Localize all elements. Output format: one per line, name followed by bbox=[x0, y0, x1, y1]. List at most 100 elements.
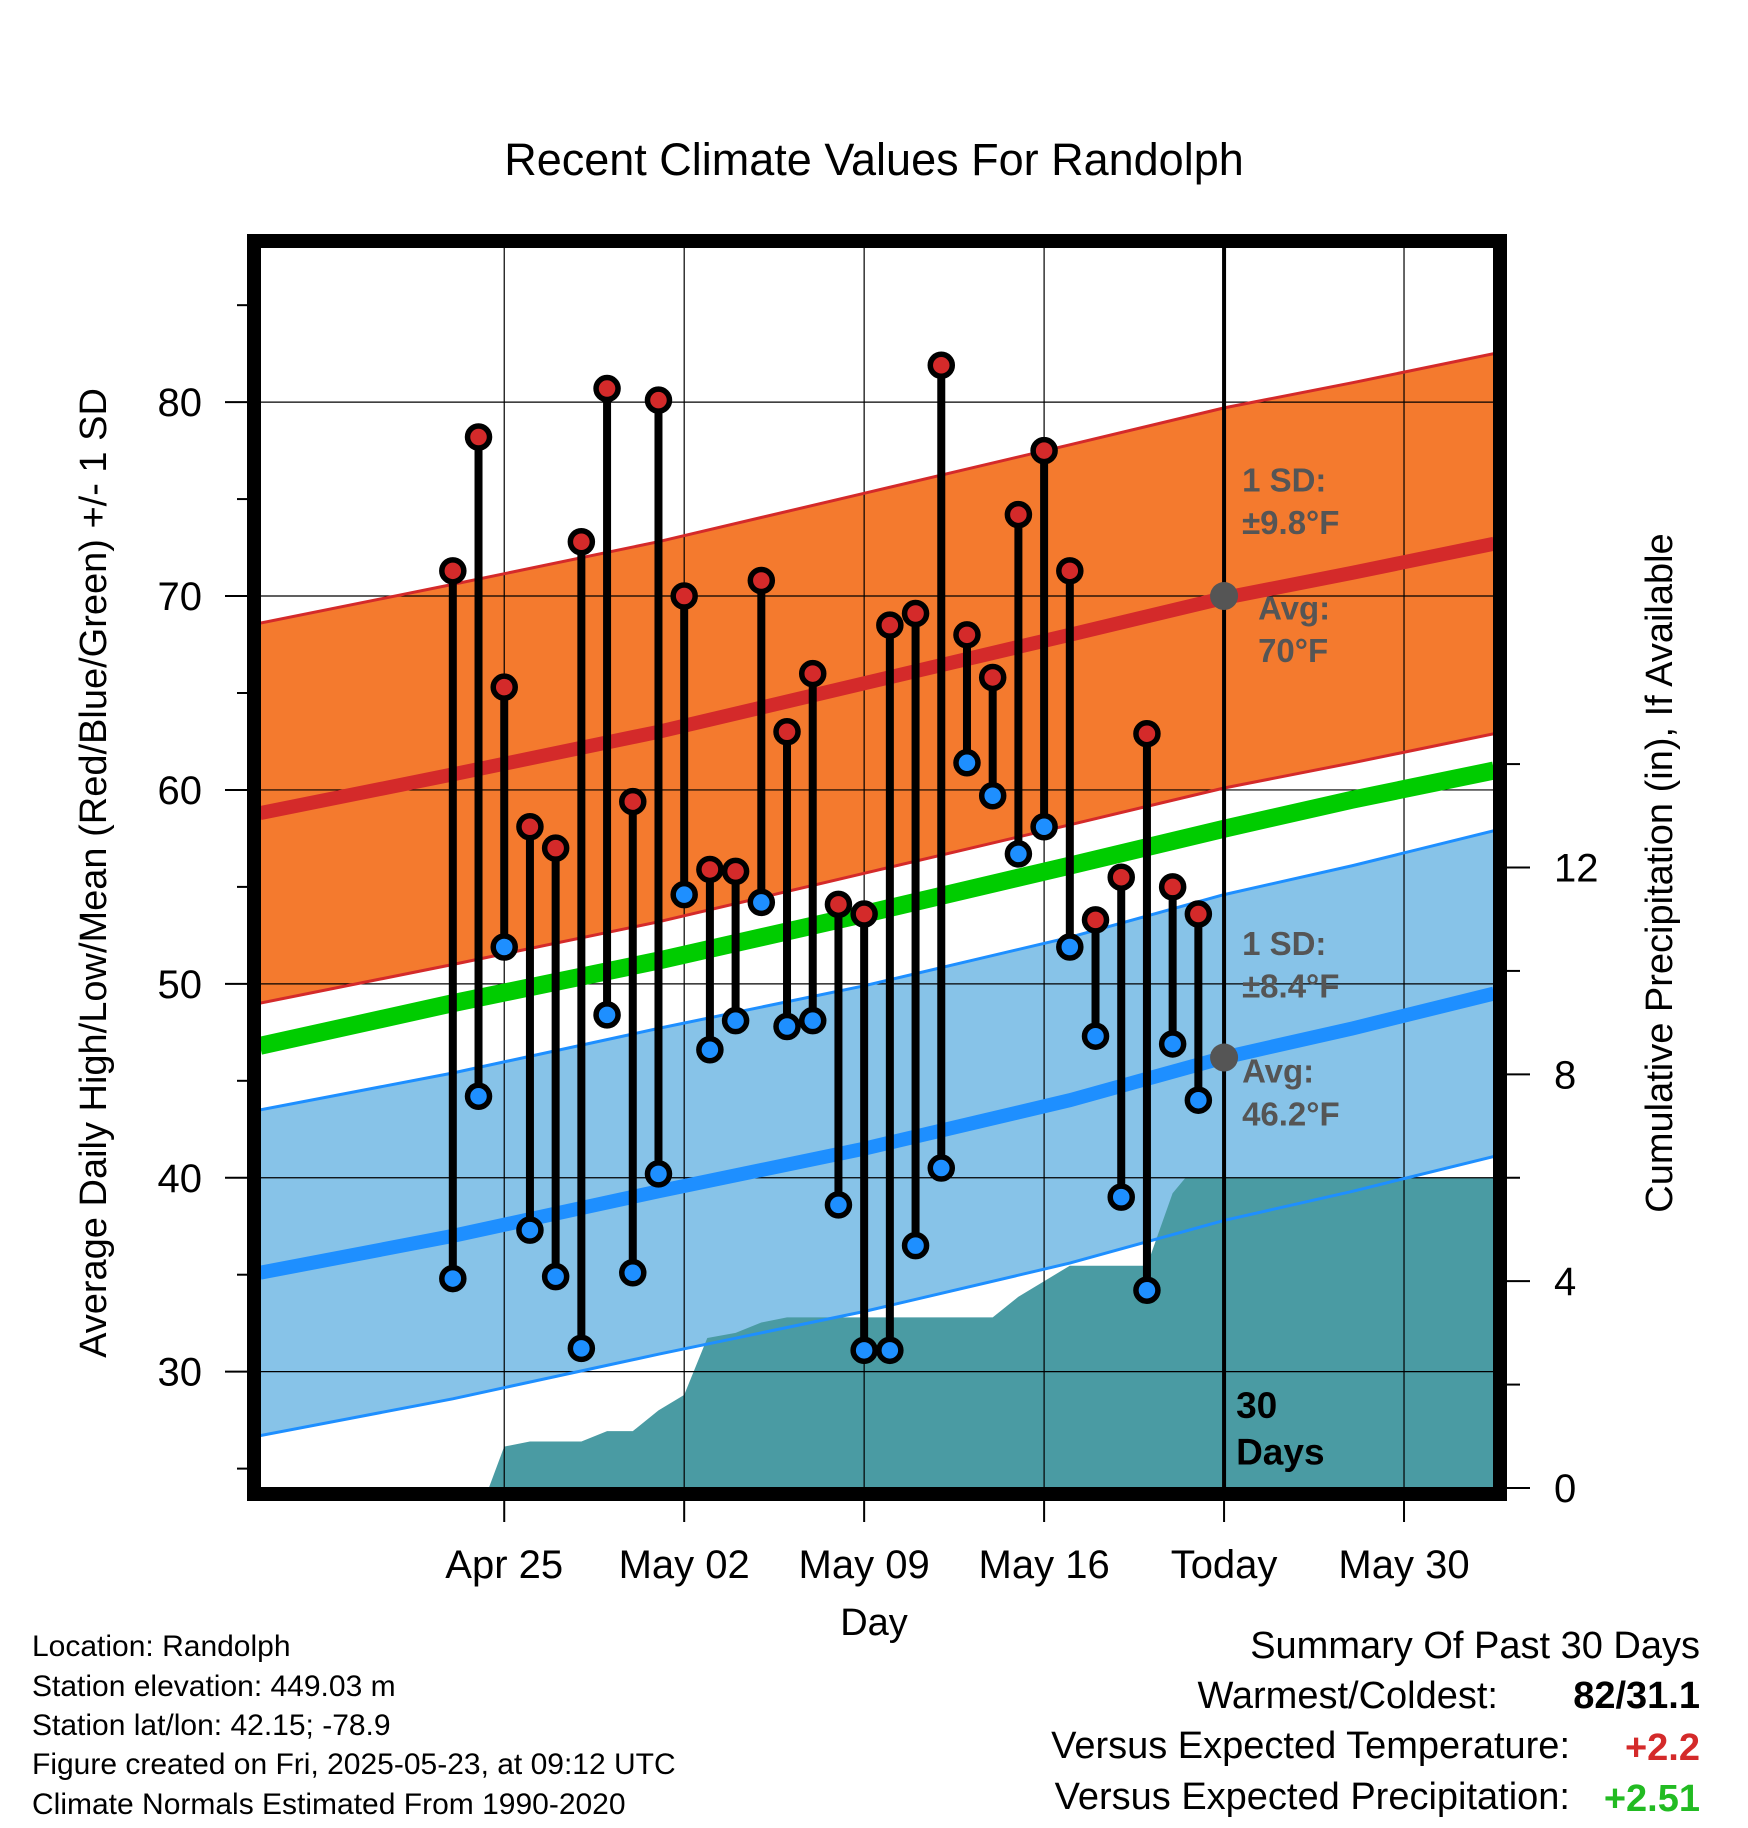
summary-temp-value: +2.2 bbox=[1625, 1727, 1700, 1769]
daily-high-point bbox=[721, 857, 750, 886]
low-avg-label: Avg: bbox=[1242, 1053, 1314, 1090]
summary-heading: Summary Of Past 30 Days bbox=[1250, 1625, 1700, 1667]
daily-low-point bbox=[644, 1160, 673, 1188]
daily-low-point bbox=[1081, 1022, 1110, 1050]
daily-low-point bbox=[593, 1001, 621, 1029]
high-avg-value: 70°F bbox=[1258, 632, 1328, 669]
daily-low-point bbox=[953, 749, 981, 777]
high-sd-value: ±9.8°F bbox=[1242, 504, 1339, 541]
y2-tick-label: 4 bbox=[1554, 1260, 1576, 1304]
station-info: Location: Randolph Station elevation: 44… bbox=[32, 1630, 676, 1821]
daily-high-point bbox=[464, 423, 493, 451]
days-count-unit: Days bbox=[1236, 1432, 1324, 1473]
daily-high-point bbox=[593, 374, 621, 403]
low-sd-label: 1 SD: bbox=[1242, 925, 1326, 962]
daily-high-point bbox=[1184, 900, 1213, 928]
y2-tick-label: 0 bbox=[1554, 1467, 1576, 1511]
y-tick-label: 30 bbox=[158, 1351, 203, 1395]
daily-high-point bbox=[747, 566, 776, 595]
daily-high-point bbox=[824, 890, 853, 919]
daily-low-point bbox=[696, 1036, 724, 1064]
daily-low-point bbox=[978, 782, 1007, 810]
daily-high-point bbox=[978, 663, 1007, 692]
daily-high-point bbox=[850, 900, 878, 928]
y-tick-label: 40 bbox=[158, 1157, 203, 1201]
y-axis-label: Average Daily High/Low/Mean (Red/Blue/Gr… bbox=[73, 388, 115, 1358]
low-avg-marker bbox=[1210, 1043, 1239, 1072]
plot-interior bbox=[260, 247, 1494, 1488]
daily-high-point bbox=[1081, 906, 1110, 934]
y-tick-label: 50 bbox=[158, 963, 203, 1007]
daily-low-point bbox=[798, 1006, 827, 1035]
daily-high-point bbox=[1004, 500, 1033, 529]
normal-mean-line bbox=[260, 761, 1494, 1055]
daily-high-point bbox=[567, 527, 596, 556]
daily-low-point bbox=[850, 1336, 878, 1365]
summary-precip-value: +2.51 bbox=[1604, 1778, 1700, 1820]
info-normals: Climate Normals Estimated From 1990-2020 bbox=[32, 1788, 626, 1821]
daily-low-point bbox=[1184, 1086, 1213, 1114]
x-tick-label: May 16 bbox=[979, 1543, 1110, 1587]
y-tick-label: 60 bbox=[158, 769, 203, 813]
daily-high-point bbox=[644, 386, 673, 414]
high-sd-label: 1 SD: bbox=[1242, 461, 1326, 498]
daily-high-point bbox=[696, 855, 724, 884]
daily-high-point bbox=[901, 599, 930, 628]
daily-low-point bbox=[927, 1154, 956, 1182]
daily-low-point bbox=[1133, 1276, 1161, 1304]
low-sd-upper-edge bbox=[260, 829, 1494, 1112]
daily-high-point bbox=[876, 611, 904, 639]
daily-high-point bbox=[541, 834, 570, 862]
low-avg-value: 46.2°F bbox=[1242, 1095, 1340, 1132]
y2-tick-label: 8 bbox=[1554, 1053, 1576, 1097]
daily-high-point bbox=[927, 351, 956, 380]
daily-low-point bbox=[876, 1336, 904, 1365]
high-sd-lower-edge bbox=[260, 732, 1494, 1005]
normal-low-line bbox=[260, 986, 1494, 1280]
daily-high-point bbox=[1107, 863, 1135, 891]
daily-high-point bbox=[798, 659, 827, 688]
daily-high-point bbox=[773, 718, 801, 746]
x-tick-label: Today bbox=[1171, 1543, 1278, 1587]
daily-low-point bbox=[619, 1259, 647, 1287]
daily-low-point bbox=[567, 1334, 596, 1363]
y2-axis-label: Cumulative Precipitation (in), If Availa… bbox=[1639, 533, 1681, 1212]
daily-low-point bbox=[721, 1006, 750, 1035]
daily-low-point bbox=[747, 888, 776, 917]
x-tick-label: May 02 bbox=[619, 1543, 750, 1587]
y-tick-label: 80 bbox=[158, 381, 203, 425]
y2-tick-label: 12 bbox=[1554, 847, 1599, 891]
x-tick-label: May 30 bbox=[1338, 1543, 1469, 1587]
daily-low-point bbox=[464, 1082, 493, 1111]
x-tick-label: Apr 25 bbox=[445, 1543, 563, 1587]
days-count-label: 30 bbox=[1236, 1385, 1277, 1426]
daily-low-point bbox=[439, 1264, 467, 1293]
y-tick-label: 70 bbox=[158, 575, 203, 619]
daily-low-point bbox=[1030, 813, 1058, 841]
info-location: Location: Randolph bbox=[32, 1630, 291, 1663]
plot-area: 1 SD: ±9.8°F Avg: 70°F 1 SD: ±8.4°F Avg: 46.2°F… bbox=[158, 234, 1599, 1587]
low-sd-value: ±8.4°F bbox=[1242, 967, 1339, 1004]
daily-low-point bbox=[490, 933, 518, 961]
x-axis-label: Day bbox=[840, 1602, 908, 1644]
daily-low-point bbox=[773, 1012, 801, 1041]
plot-frame bbox=[247, 234, 1507, 1501]
summary-box: Summary Of Past 30 Days Warmest/Coldest:… bbox=[1051, 1625, 1700, 1820]
summary-warmest-label: Warmest/Coldest: bbox=[1197, 1675, 1498, 1717]
low-sd-band bbox=[260, 830, 1494, 1436]
high-avg-marker bbox=[1210, 582, 1239, 611]
chart-title: Recent Climate Values For Randolph bbox=[504, 134, 1244, 185]
low-sd-lower-edge bbox=[260, 1154, 1494, 1438]
daily-high-point bbox=[1030, 436, 1058, 465]
high-sd-upper-edge bbox=[260, 352, 1494, 625]
summary-warmest-value: 82/31.1 bbox=[1573, 1675, 1700, 1717]
high-avg-label: Avg: bbox=[1258, 589, 1330, 626]
daily-low-point bbox=[824, 1191, 853, 1219]
daily-high-point bbox=[953, 621, 981, 649]
daily-high-point bbox=[439, 557, 467, 585]
daily-high-point bbox=[516, 813, 544, 841]
daily-low-point bbox=[1107, 1183, 1135, 1211]
info-latlon: Station lat/lon: 42.15; -78.9 bbox=[32, 1709, 391, 1742]
daily-low-point bbox=[1056, 933, 1084, 961]
